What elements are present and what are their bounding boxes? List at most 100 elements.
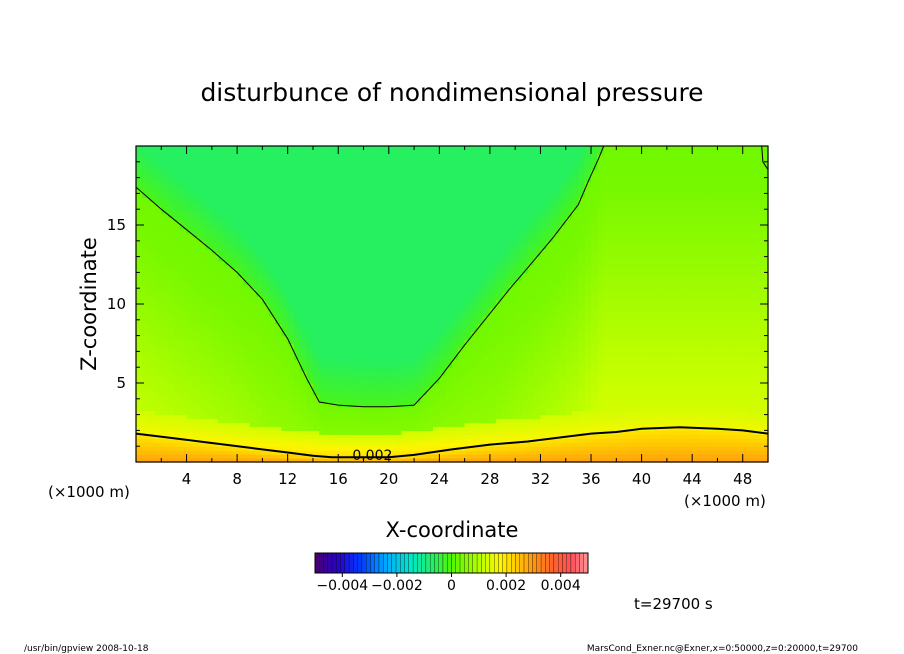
heatmap-cell [148,446,156,451]
heatmap-cell [470,292,478,297]
heatmap-cell [300,177,308,183]
heatmap-cell [515,157,523,163]
heatmap-cell [167,272,175,277]
heatmap-cell [243,225,251,230]
heatmap-cell [262,430,270,435]
heatmap-cell [414,146,421,151]
heatmap-cell [167,268,175,273]
heatmap-cell [477,398,485,404]
heatmap-cell [338,248,346,254]
heatmap-cell [483,146,491,151]
heatmap-cell [496,165,504,171]
heatmap-cell [262,209,270,214]
heatmap-cell [281,177,289,183]
heatmap-cell [496,446,504,451]
heatmap-cell [249,177,257,183]
heatmap-cell [401,157,409,163]
heatmap-cell [306,367,314,372]
heatmap-cell [331,383,339,388]
heatmap-cell [230,268,238,273]
heatmap-cell [256,307,263,313]
heatmap-cell [388,169,396,175]
heatmap-cell [369,422,377,428]
heatmap-cell [167,430,175,435]
heatmap-cell [161,240,169,246]
heatmap-cell [180,438,188,443]
heatmap-cell [388,209,396,214]
heatmap-cell [154,217,162,222]
heatmap-cell [148,454,156,459]
heatmap-cell [470,181,478,187]
heatmap-cell [527,414,535,420]
heatmap-cell [445,205,453,210]
heatmap-cell [439,157,447,163]
heatmap-cell [306,165,314,171]
heatmap-cell [237,434,245,439]
heatmap-cell [338,315,346,321]
heatmap-cell [167,149,175,155]
heatmap-cell [477,149,485,155]
heatmap-cell [167,335,175,341]
heatmap-cell [502,438,510,443]
heatmap-cell [331,201,339,206]
heatmap-cell [508,331,516,337]
heatmap-cell [237,367,245,372]
heatmap-cell [331,442,339,447]
heatmap-cell [382,359,390,364]
heatmap-cell [211,280,219,285]
heatmap-cell [325,375,333,380]
heatmap-cell [173,394,181,400]
heatmap-cell [382,260,390,266]
heatmap-cell [167,450,175,455]
heatmap-cell [426,410,434,416]
heatmap-cell [521,248,529,254]
heatmap-cell [136,189,143,194]
heatmap-cell [281,288,289,293]
heatmap-cell [249,197,257,202]
heatmap-cell [243,292,251,297]
heatmap-cell [186,394,194,400]
heatmap-cell [363,292,371,297]
heatmap-cell [142,288,150,293]
heatmap-cell [515,458,523,463]
heatmap-cell [464,256,472,262]
heatmap-cell [464,418,472,424]
heatmap-cell [382,343,390,349]
heatmap-cell [515,355,523,360]
heatmap-cell [338,225,346,230]
heatmap-cell [262,367,270,372]
heatmap-cell [433,383,440,388]
heatmap-cell [154,331,162,337]
heatmap-cell [237,339,245,345]
heatmap-cell [306,307,314,313]
heatmap-cell [148,193,156,198]
heatmap-cell [344,177,352,183]
heatmap-cell [426,355,434,360]
heatmap-cell [319,300,327,305]
heatmap-cell [211,225,219,230]
heatmap-cell [218,181,226,187]
heatmap-cell [192,221,200,226]
heatmap-cell [199,181,207,187]
heatmap-cell [142,209,150,214]
heatmap-cell [192,446,200,451]
heatmap-cell [338,304,346,309]
heatmap-cell [218,351,226,356]
heatmap-cell [477,375,485,380]
heatmap-cell [388,165,396,171]
heatmap-cell [350,422,358,428]
heatmap-cell [180,256,188,262]
heatmap-cell [256,422,263,428]
heatmap-cell [281,284,289,289]
heatmap-cell [376,367,384,372]
heatmap-cell [433,296,440,301]
heatmap-cell [426,177,434,183]
heatmap-cell [199,300,207,305]
heatmap-cell [445,339,453,345]
heatmap-cell [338,169,346,175]
heatmap-cell [388,276,396,281]
heatmap-cell [205,217,213,222]
heatmap-cell [502,225,510,230]
heatmap-cell [515,450,523,455]
heatmap-cell [439,379,447,384]
